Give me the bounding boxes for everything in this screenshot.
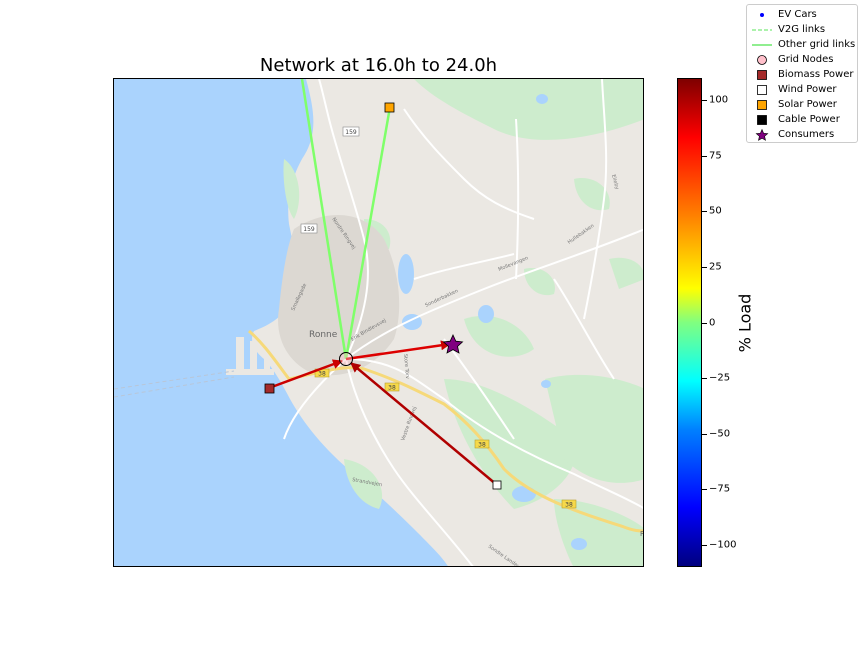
legend-item-ev-cars: EV Cars <box>747 8 859 22</box>
lakes <box>398 94 587 550</box>
colorbar-tick-mark <box>702 322 707 324</box>
purple-star-icon <box>755 128 769 141</box>
legend-label: Grid Nodes <box>778 54 834 65</box>
colorbar-tick-mark <box>702 155 707 157</box>
street-label: Store Torv <box>402 354 410 380</box>
road-shield-label: 38 <box>318 371 326 378</box>
legend-label: Wind Power <box>778 84 837 95</box>
biomass-link <box>268 359 343 390</box>
legend-item-wind-power: Wind Power <box>747 83 859 97</box>
street-label: Strandvejen <box>352 477 383 488</box>
colorbar-tick-label: 75 <box>709 150 722 162</box>
road-shield-label: 38 <box>388 385 396 392</box>
harbour <box>226 337 274 375</box>
white-square-icon <box>757 85 767 95</box>
edge-place-label: R <box>640 530 644 538</box>
legend-item-solar-power: Solar Power <box>747 98 859 112</box>
grid-link-north <box>300 79 348 360</box>
colorbar-tick-mark <box>702 433 707 435</box>
colorbar-tick-mark <box>702 378 707 380</box>
colorbar-tick-mark <box>702 266 707 268</box>
solar-power-node[interactable] <box>384 102 395 113</box>
legend-item-other-grid-links: Other grid links <box>747 38 859 52</box>
blue-dot-icon <box>760 13 764 17</box>
town-label: Ronne <box>309 330 338 340</box>
wind-power-node[interactable] <box>492 480 502 490</box>
colorbar-tick-mark <box>702 211 707 213</box>
legend-item-grid-nodes: Grid Nodes <box>747 53 859 67</box>
colorbar-tick-label: 0 <box>709 317 716 328</box>
green-areas <box>283 79 643 566</box>
road-shield-label: 38 <box>478 442 486 449</box>
town-area <box>278 215 400 376</box>
colorbar-tick-label: −75 <box>709 483 731 495</box>
legend-item-v2g-links: V2G links <box>747 23 859 37</box>
legend-item-biomass-power: Biomass Power <box>747 68 859 82</box>
colorbar-tick-label: 100 <box>709 94 729 106</box>
colorbar-tick-label: −50 <box>709 428 731 440</box>
orange-square-icon <box>757 100 767 110</box>
road-shield-label: 159 <box>303 226 315 233</box>
grid-link-solar <box>344 106 392 360</box>
consumer-node[interactable] <box>442 334 464 354</box>
legend-label: Cable Power <box>778 114 840 125</box>
legend-item-cable-power: Cable Power <box>747 113 859 127</box>
grid-node[interactable] <box>339 352 353 366</box>
pink-circle-icon <box>757 55 767 65</box>
colorbar-tick-mark <box>702 489 707 491</box>
ferry-route <box>114 370 235 390</box>
colorbar-tick-label: −25 <box>709 372 731 384</box>
legend-label: V2G links <box>778 24 826 35</box>
legend-label: Solar Power <box>778 99 837 110</box>
network-links <box>268 79 498 486</box>
chart-title: Network at 16.0h to 24.0h <box>259 55 498 76</box>
black-square-icon <box>757 115 767 125</box>
colorbar-tick-label: 50 <box>709 205 722 217</box>
network-nodes <box>264 102 502 490</box>
map-canvas: 159 159 38 38 38 38 Nordre Ringvej Erik … <box>114 79 644 566</box>
biomass-power-node[interactable] <box>264 383 275 394</box>
legend-label: EV Cars <box>778 9 817 20</box>
consumer-link <box>345 340 451 361</box>
wind-link <box>350 362 498 486</box>
legend-label: Biomass Power <box>778 69 854 80</box>
colorbar-tick-mark <box>702 100 707 102</box>
colorbar-label: % Load <box>735 293 755 353</box>
legend-item-consumers: Consumers <box>747 128 859 142</box>
legend: EV Cars V2G links Other grid links Grid … <box>746 4 858 143</box>
roads <box>283 79 643 566</box>
road-shield-label: 159 <box>345 129 357 136</box>
dashed-line-icon <box>752 29 772 31</box>
sea-area <box>114 79 448 566</box>
load-colorbar <box>677 78 702 567</box>
map-panel[interactable]: 159 159 38 38 38 38 Nordre Ringvej Erik … <box>113 78 644 567</box>
road-shield-label: 38 <box>565 502 573 509</box>
street-label: Elleby <box>610 174 620 190</box>
colorbar-tick-label: −100 <box>709 539 737 551</box>
brown-square-icon <box>757 70 767 80</box>
green-line-icon <box>752 44 772 46</box>
road-shields: 159 159 38 38 38 38 <box>300 126 577 509</box>
colorbar-tick-mark <box>702 544 707 546</box>
ferry-route-2 <box>114 376 235 398</box>
legend-label: Consumers <box>778 129 835 140</box>
legend-label: Other grid links <box>778 39 856 50</box>
colorbar-tick-label: 25 <box>709 261 722 273</box>
